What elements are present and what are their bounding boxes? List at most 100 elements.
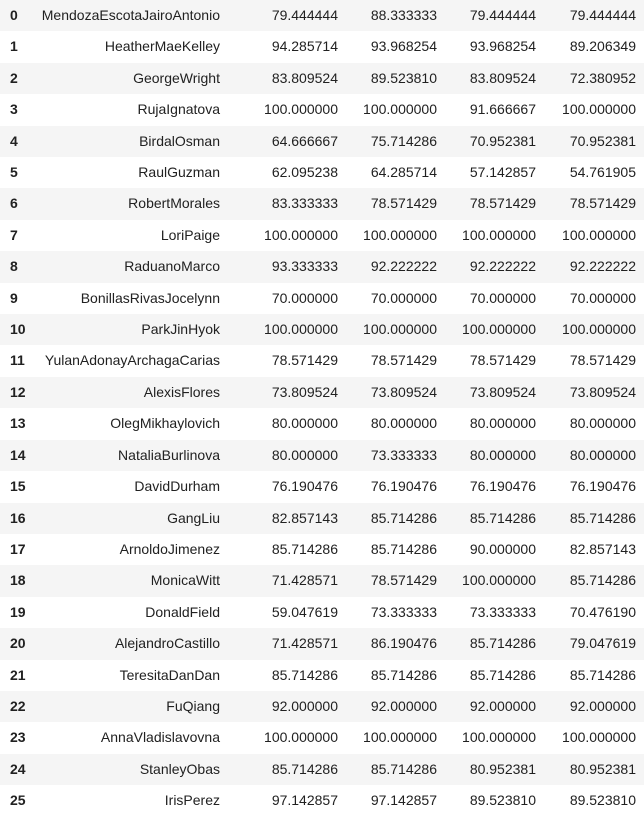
row-index: 23 <box>10 729 26 746</box>
value-cell: 100.000000 <box>363 226 437 243</box>
row-index: 21 <box>10 666 26 683</box>
value-cell: 85.714286 <box>271 666 338 683</box>
row-index: 4 <box>10 132 18 149</box>
value-cell: 80.000000 <box>469 415 536 432</box>
table-row: 5 RaulGuzman 62.095238 64.285714 57.142857 54… <box>0 157 644 189</box>
value-cell: 100.000000 <box>363 321 437 338</box>
value-cell: 70.000000 <box>469 289 536 306</box>
name-cell: MendozaEscotaJairoAntonio <box>41 7 220 23</box>
table-row: 17 ArnoldoJimenez 85.714286 85.714286 90.000… <box>0 533 644 566</box>
value-cell: 93.333333 <box>271 258 338 275</box>
value-cell: 85.714286 <box>569 666 636 683</box>
table-row: 18 MonicaWitt 71.428571 78.571429 100.000000… <box>0 565 644 597</box>
name-cell: FuQiang <box>166 697 220 714</box>
name-cell: ArnoldoJimenez <box>119 540 220 557</box>
value-cell: 100.000000 <box>462 226 536 243</box>
value-cell: 83.809524 <box>469 69 536 86</box>
name-cell: RaduanoMarco <box>124 258 220 275</box>
value-cell: 73.809524 <box>370 383 437 400</box>
name-cell: OlegMikhaylovich <box>110 415 220 432</box>
value-cell: 93.968254 <box>370 38 437 55</box>
value-cell: 73.809524 <box>271 383 338 400</box>
row-index: 13 <box>10 415 26 432</box>
value-cell: 92.222222 <box>569 258 636 275</box>
table-row: 15 DavidDurham 76.190476 76.190476 76.190476… <box>0 471 644 503</box>
name-cell: DavidDurham <box>134 478 220 495</box>
name-cell: GangLiu <box>167 509 220 526</box>
name-cell: IrisPerez <box>164 792 220 809</box>
name-cell: TeresitaDanDan <box>119 666 220 683</box>
value-cell: 64.285714 <box>370 164 437 181</box>
value-cell: 79.047619 <box>569 635 636 652</box>
value-cell: 85.714286 <box>370 760 437 777</box>
value-cell: 89.206349 <box>569 38 636 55</box>
value-cell: 73.333333 <box>469 603 536 620</box>
value-cell: 85.714286 <box>370 509 437 526</box>
table-row: 2 GeorgeWright 83.809524 89.523810 83.809524… <box>0 62 644 95</box>
value-cell: 85.714286 <box>469 509 536 526</box>
value-cell: 92.222222 <box>370 258 437 275</box>
value-cell: 97.142857 <box>271 792 338 809</box>
row-index: 0 <box>10 7 18 23</box>
value-cell: 80.952381 <box>569 760 636 777</box>
row-index: 14 <box>10 446 26 463</box>
value-cell: 100.000000 <box>562 226 636 243</box>
value-cell: 100.000000 <box>264 226 338 243</box>
value-cell: 70.000000 <box>370 289 437 306</box>
value-cell: 100.000000 <box>562 729 636 746</box>
name-cell: YulanAdonayArchagaCarias <box>44 352 220 369</box>
row-index: 10 <box>10 321 26 338</box>
value-cell: 86.190476 <box>370 635 437 652</box>
value-cell: 71.428571 <box>271 635 338 652</box>
value-cell: 92.000000 <box>370 697 437 714</box>
value-cell: 85.714286 <box>569 509 636 526</box>
value-cell: 80.000000 <box>370 415 437 432</box>
value-cell: 70.952381 <box>569 132 636 149</box>
name-cell: MonicaWitt <box>150 572 220 589</box>
value-cell: 92.000000 <box>469 697 536 714</box>
table-row: 9 BonillasRivasJocelynn 70.000000 70.000000… <box>0 282 644 315</box>
value-cell: 79.444444 <box>569 7 636 23</box>
value-cell: 100.000000 <box>264 321 338 338</box>
value-cell: 78.571429 <box>370 352 437 369</box>
table-row: 6 RobertMorales 83.333333 78.571429 78.57142… <box>0 188 644 220</box>
value-cell: 75.714286 <box>370 132 437 149</box>
table-row: 0 MendozaEscotaJairoAntonio 79.444444 88.33… <box>0 0 644 32</box>
value-cell: 70.000000 <box>271 289 338 306</box>
value-cell: 70.952381 <box>469 132 536 149</box>
value-cell: 73.809524 <box>469 383 536 400</box>
value-cell: 83.809524 <box>271 69 338 86</box>
value-cell: 100.000000 <box>562 101 636 118</box>
row-index: 24 <box>10 760 26 777</box>
value-cell: 57.142857 <box>469 164 536 181</box>
row-index: 6 <box>10 195 18 212</box>
row-index: 2 <box>10 69 18 86</box>
table-row: 3 RujaIgnatova 100.000000 100.000000 91.6666… <box>0 94 644 126</box>
value-cell: 92.000000 <box>569 697 636 714</box>
value-cell: 85.714286 <box>469 666 536 683</box>
table-row: 19 DonaldField 59.047619 73.333333 73.333333… <box>0 596 644 629</box>
value-cell: 72.380952 <box>569 69 636 86</box>
table-row: 24 StanleyObas 85.714286 85.714286 80.952381… <box>0 753 644 786</box>
value-cell: 93.968254 <box>469 38 536 55</box>
name-cell: HeatherMaeKelley <box>104 38 220 55</box>
value-cell: 78.571429 <box>370 572 437 589</box>
value-cell: 80.000000 <box>271 415 338 432</box>
value-cell: 73.809524 <box>569 383 636 400</box>
value-cell: 80.000000 <box>469 446 536 463</box>
value-cell: 82.857143 <box>271 509 338 526</box>
value-cell: 70.000000 <box>569 289 636 306</box>
name-cell: ParkJinHyok <box>141 321 220 338</box>
table-row: 25 IrisPerez 97.142857 97.142857 89.523810 89… <box>0 785 644 817</box>
value-cell: 73.333333 <box>370 603 437 620</box>
name-cell: AnnaVladislavovna <box>100 729 220 746</box>
table-row: 14 NataliaBurlinova 80.000000 73.333333 80.0… <box>0 439 644 472</box>
value-cell: 100.000000 <box>562 321 636 338</box>
name-cell: AlexisFlores <box>143 383 220 400</box>
value-cell: 88.333333 <box>370 7 437 23</box>
row-index: 5 <box>10 164 18 181</box>
row-index: 22 <box>10 697 26 714</box>
name-cell: NataliaBurlinova <box>118 446 220 463</box>
